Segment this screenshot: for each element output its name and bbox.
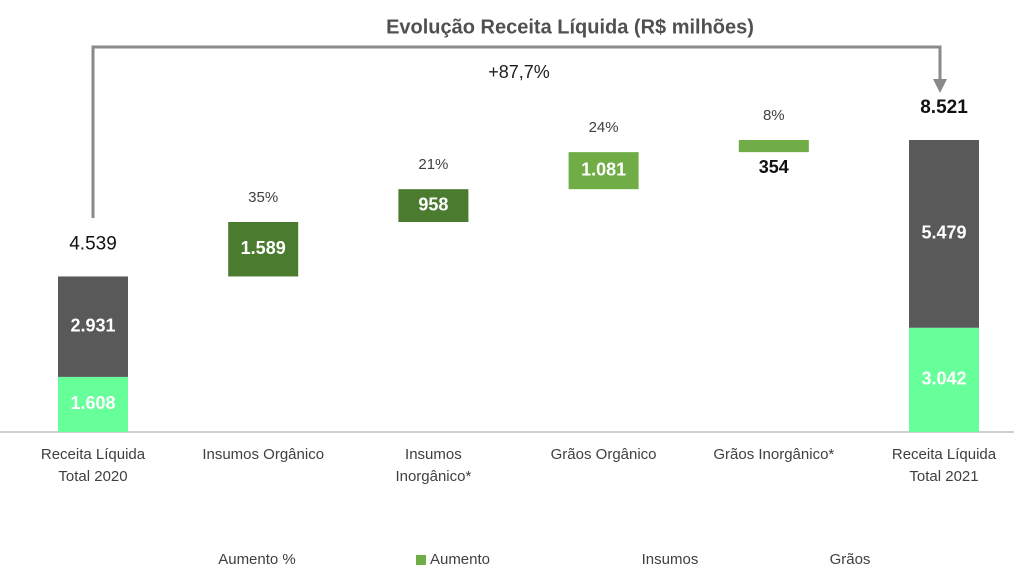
x-tick-label: Insumos Inorgânico* [395, 446, 472, 485]
arrow-head [933, 79, 947, 93]
percent-label: 35% [248, 189, 278, 206]
legend-label: Aumento [430, 551, 490, 568]
chart-title: Evolução Receita Líquida (R$ milhões) [386, 16, 754, 38]
bar-label: 5.479 [921, 223, 966, 243]
bar-label: 1.608 [70, 393, 115, 413]
increment-bar [568, 152, 639, 190]
bar-label: 1.081 [581, 159, 626, 179]
increment-bar [228, 222, 299, 277]
annotation: +87,7% [488, 62, 550, 82]
stack-bar [58, 276, 128, 377]
bracket [91, 45, 942, 218]
stack-bar [58, 376, 128, 432]
legend-label: Grãos [830, 551, 871, 568]
percent-label: 21% [418, 156, 448, 173]
percent-label: 8% [763, 107, 785, 124]
legend-label: Insumos [642, 551, 699, 568]
bar-label: 354 [759, 157, 789, 177]
bar-label: 2.931 [70, 315, 115, 335]
legend-marker [415, 555, 426, 565]
total-label: 4.539 [69, 233, 117, 254]
x-tick-label: Grãos Inorgânico* [713, 446, 835, 463]
stack-bar [909, 140, 979, 328]
total-label: 8.521 [920, 97, 968, 118]
bar-label: 958 [418, 194, 448, 214]
percent-label: 24% [589, 119, 619, 136]
bar-label: 3.042 [921, 369, 966, 389]
bar-label: 1.589 [241, 238, 286, 258]
x-tick-label: Receita Líquida Total 2021 [891, 446, 997, 485]
x-tick-label: Grãos Orgânico [550, 446, 657, 463]
x-tick-label: Receita Líquida Total 2020 [40, 446, 146, 485]
x-tick-label: Insumos Orgânico [202, 446, 325, 463]
stack-bar [909, 327, 979, 432]
legend-label: Aumento % [218, 551, 296, 568]
increment-bar [398, 189, 469, 223]
increment-bar [738, 140, 809, 153]
